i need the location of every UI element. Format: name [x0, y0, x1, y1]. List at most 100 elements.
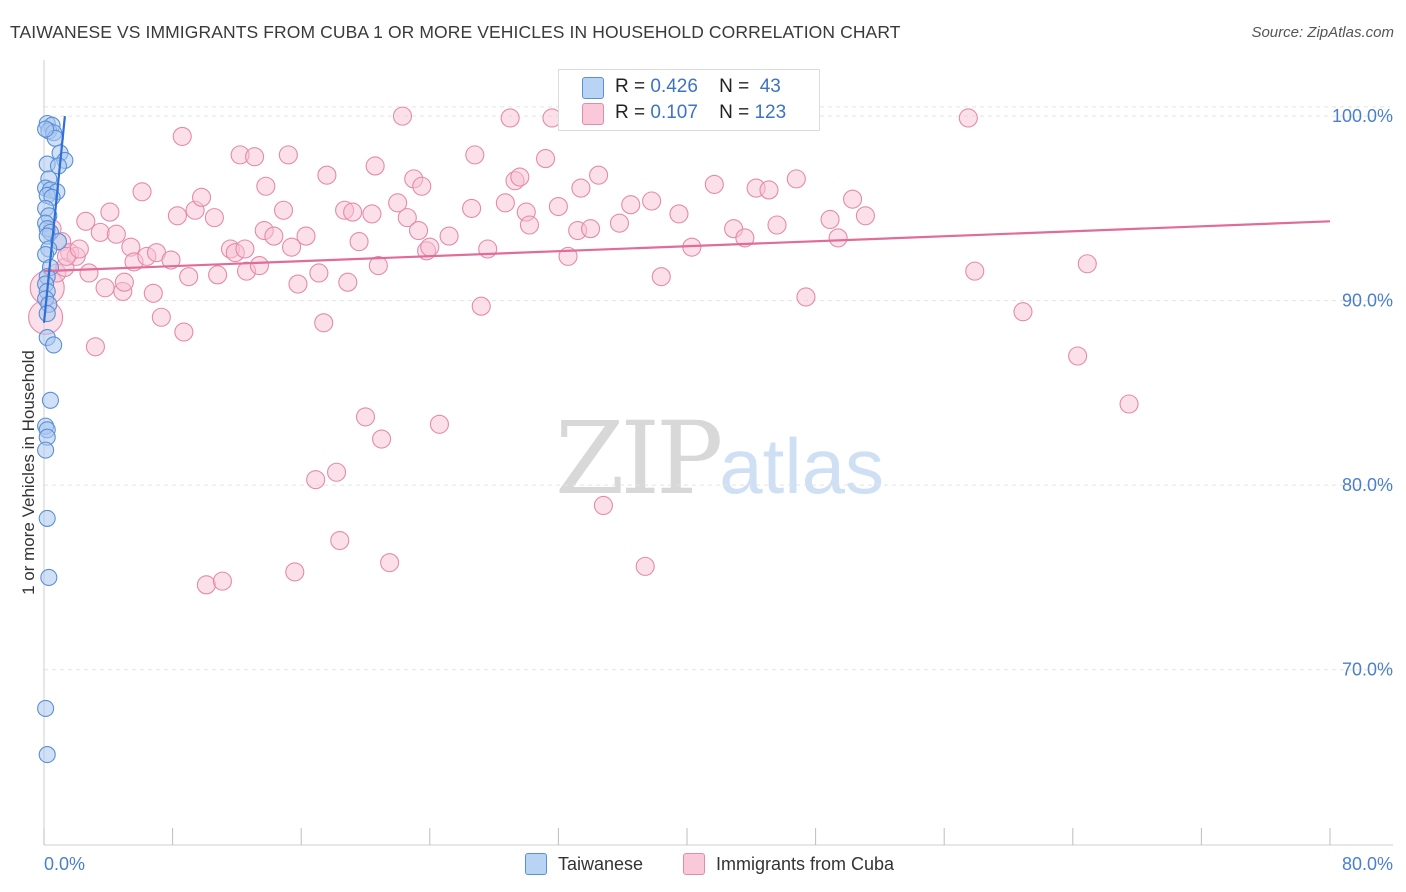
cuba-point	[420, 237, 440, 257]
legend-label: Immigrants from Cuba	[716, 853, 895, 874]
cuba-point	[235, 239, 255, 259]
r-label: R =	[615, 76, 646, 97]
cuba-point	[820, 209, 840, 230]
y-tick-label: 70.0%	[1342, 660, 1393, 680]
cuba-point	[548, 196, 568, 217]
watermark-atlas: atlas	[719, 422, 885, 510]
cuba-point	[1013, 302, 1033, 322]
cuba-point	[285, 562, 305, 582]
cuba-point	[296, 226, 316, 246]
cuba-point	[212, 571, 232, 591]
legend-stat-text: R = 0.426 N = 43	[615, 76, 781, 98]
cuba-point	[1077, 254, 1097, 274]
legend-stat-text: R = 0.107 N = 123	[615, 102, 786, 124]
cuba-point	[355, 407, 376, 427]
cuba-point	[114, 272, 134, 292]
cuba-point	[365, 156, 385, 176]
cuba-point	[1068, 346, 1088, 366]
cuba-point	[635, 556, 655, 576]
cuba-point	[462, 198, 482, 218]
cuba-point	[314, 313, 334, 333]
cuba-point	[704, 174, 724, 194]
watermark: ZIPatlas	[555, 400, 884, 517]
x-tick-label-min: 0.0%	[44, 854, 85, 874]
cuba-point	[106, 224, 126, 244]
legend-item-taiwanese[interactable]: Taiwanese	[525, 853, 643, 875]
cuba-point	[172, 126, 192, 146]
watermark-zip: ZIP	[555, 400, 723, 517]
cuba-point	[786, 169, 806, 189]
legend-swatch-pink	[582, 103, 604, 125]
cuba-point	[593, 495, 613, 516]
cuba-point	[408, 220, 429, 241]
cuba-point	[495, 193, 515, 213]
cuba-point	[580, 219, 601, 239]
taiwanese-trendline	[42, 116, 66, 323]
cuba-point	[735, 228, 755, 248]
cuba-point	[397, 208, 417, 228]
cuba-point	[309, 263, 329, 283]
cuba-points	[28, 106, 1139, 595]
cuba-point	[412, 176, 432, 196]
cuba-point	[767, 215, 787, 235]
chart-title: TAIWANESE VS IMMIGRANTS FROM CUBA 1 OR M…	[10, 22, 901, 42]
cuba-point	[69, 239, 89, 259]
taiwanese-point	[38, 509, 56, 527]
cuba-point	[642, 191, 662, 211]
cuba-point	[306, 470, 326, 490]
cuba-point	[208, 265, 228, 285]
cuba-point	[278, 145, 298, 165]
cuba-point	[317, 165, 337, 185]
source-credit: Source: ZipAtlas.com	[1251, 24, 1394, 41]
taiwanese-point	[37, 120, 55, 138]
cuba-point	[95, 278, 115, 298]
cuba-trendline	[43, 220, 1331, 273]
cuba-point	[478, 239, 498, 259]
cuba-point	[249, 256, 269, 276]
cuba-point	[343, 202, 363, 222]
taiwanese-point	[38, 746, 56, 764]
cuba-point	[465, 145, 485, 165]
n-value: 43	[759, 76, 781, 97]
cuba-point	[288, 274, 308, 294]
cuba-point	[76, 211, 96, 231]
cuba-point	[256, 176, 276, 196]
cuba-point	[100, 202, 120, 222]
cuba-point	[368, 256, 388, 276]
axis-labels: 70.0% 80.0% 90.0% 100.0% 0.0% 80.0% 1 or more …	[19, 106, 1393, 874]
cuba-point	[828, 228, 848, 248]
cuba-point	[330, 530, 350, 551]
cuba-point	[589, 165, 609, 185]
taiwanese-point	[41, 391, 59, 409]
cuba-point	[519, 215, 540, 235]
taiwanese-point	[40, 568, 58, 586]
series-legend: Taiwanese Immigrants from Cuba	[0, 851, 1406, 879]
cuba-point	[609, 213, 630, 233]
cuba-point	[1119, 394, 1139, 414]
cuba-point	[79, 263, 99, 283]
cuba-point	[196, 575, 216, 595]
cuba-point	[273, 200, 294, 220]
cuba-point	[965, 261, 985, 281]
cuba-point	[161, 250, 181, 270]
cuba-point	[143, 283, 163, 303]
legend-swatch-pink	[683, 853, 705, 875]
cuba-point	[500, 108, 520, 128]
legend-item-cuba[interactable]: Immigrants from Cuba	[683, 853, 894, 875]
cuba-point	[245, 147, 265, 167]
cuba-point	[372, 429, 392, 449]
y-tick-label: 100.0%	[1332, 106, 1393, 126]
taiwanese-point	[37, 441, 55, 459]
cuba-point	[327, 462, 347, 482]
cuba-point	[204, 208, 224, 228]
cuba-point	[843, 189, 863, 209]
y-tick-label: 80.0%	[1342, 475, 1393, 495]
legend-label: Taiwanese	[558, 853, 644, 874]
cuba-point	[392, 106, 413, 126]
x-tick-label-max: 80.0%	[1342, 854, 1393, 874]
legend-swatch-blue	[525, 853, 547, 875]
cuba-point	[669, 204, 689, 224]
n-value: 123	[754, 102, 787, 123]
cuba-point	[174, 322, 194, 342]
cuba-point	[85, 337, 105, 357]
